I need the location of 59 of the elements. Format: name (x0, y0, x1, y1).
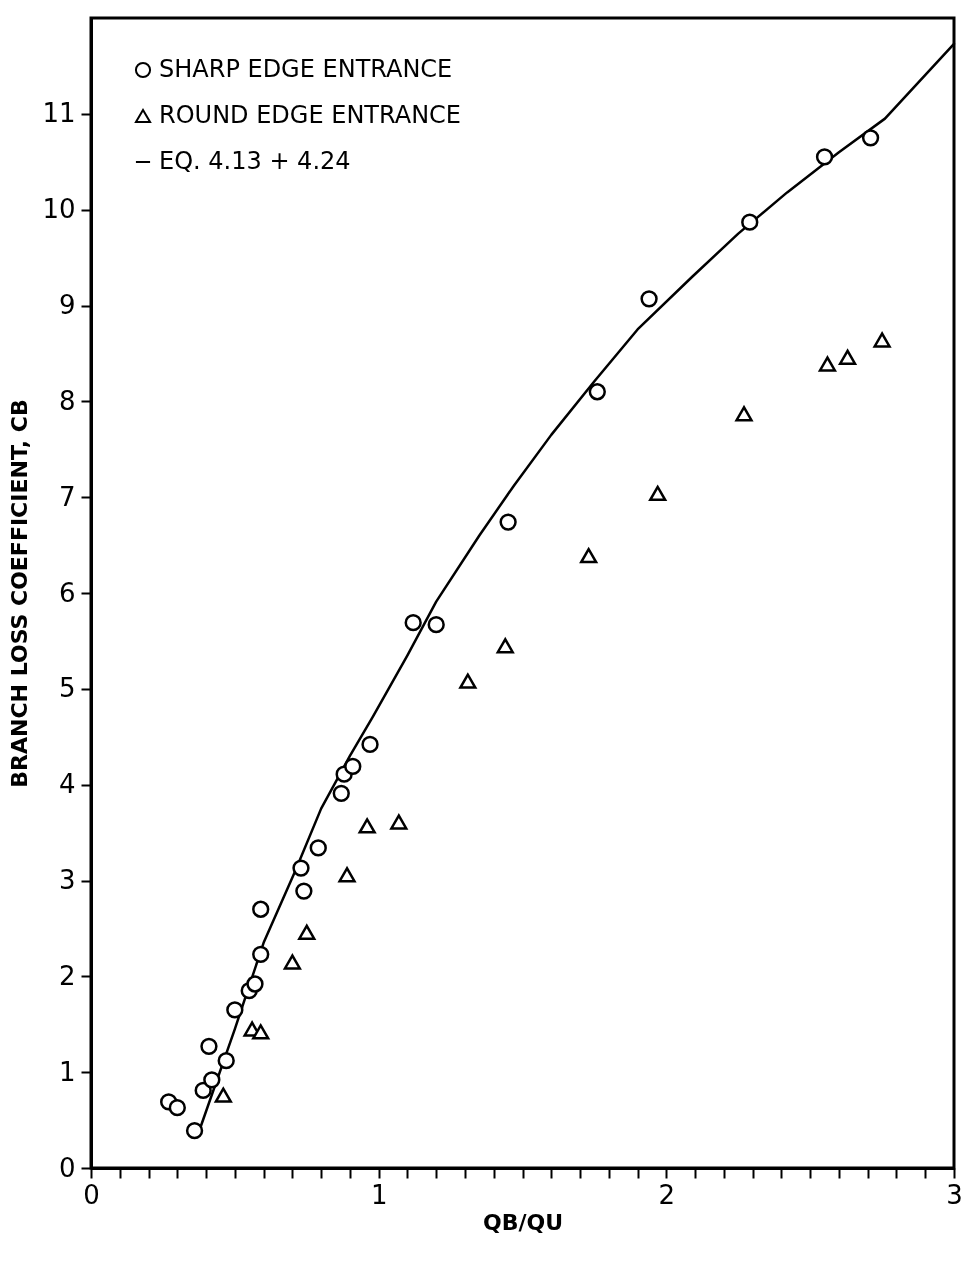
point (309, 839, 327, 857)
y-tick-label: 3 (58, 865, 76, 895)
point (203, 1071, 221, 1089)
point (185, 1121, 204, 1140)
x-tick-label: 2 (658, 1179, 676, 1210)
legend-label: ROUND EDGE ENTRANCE (159, 101, 462, 129)
y-tick-label: 8 (58, 385, 76, 416)
point (735, 406, 753, 422)
point (649, 485, 667, 502)
point (298, 924, 316, 940)
y-tick-label: 9 (58, 290, 76, 320)
point (861, 129, 880, 147)
point (588, 383, 606, 401)
y-tick-label: 2 (58, 960, 76, 991)
y-tick-label: 6 (58, 577, 76, 608)
point (496, 638, 514, 654)
point (252, 1024, 270, 1040)
point (580, 547, 598, 564)
legend-label: SHARP EDGE ENTRANCE (159, 55, 453, 83)
point (427, 615, 445, 634)
point (344, 757, 362, 776)
point (873, 332, 891, 348)
point (358, 818, 376, 834)
point (361, 735, 379, 754)
point (459, 673, 477, 689)
point (252, 900, 270, 918)
x-tick-label: 1 (370, 1179, 388, 1210)
x-tick-label: 3 (946, 1179, 963, 1210)
point (838, 349, 857, 365)
point (168, 1098, 186, 1117)
x-tick-label: 0 (83, 1179, 100, 1210)
point (252, 945, 270, 963)
y-tick-label: 1 (58, 1056, 76, 1087)
point (214, 1087, 232, 1103)
point (292, 859, 310, 877)
point (332, 784, 350, 802)
y-tick-label: 10 (42, 194, 76, 225)
point (295, 882, 313, 900)
point (640, 290, 658, 308)
point (246, 975, 264, 993)
point (815, 148, 834, 166)
point (390, 814, 408, 830)
point (226, 1001, 244, 1019)
y-tick-label: 0 (58, 1152, 76, 1183)
point (404, 614, 422, 632)
y-tick-label: 7 (58, 481, 76, 512)
point (741, 213, 759, 231)
point (499, 513, 517, 531)
point (338, 867, 356, 883)
point (217, 1052, 235, 1070)
point (283, 954, 302, 970)
y-tick-label: 4 (58, 769, 76, 800)
x-axis-title: QB/QU (482, 1209, 564, 1235)
y-tick-label: 11 (42, 98, 76, 129)
y-axis-title: BRANCH LOSS COEFFICIENT, CB (7, 399, 33, 788)
y-tick-label: 5 (58, 673, 76, 704)
point (818, 356, 837, 372)
legend-label: EQ. 4.13 + 4.24 (159, 147, 351, 175)
point (200, 1037, 218, 1055)
